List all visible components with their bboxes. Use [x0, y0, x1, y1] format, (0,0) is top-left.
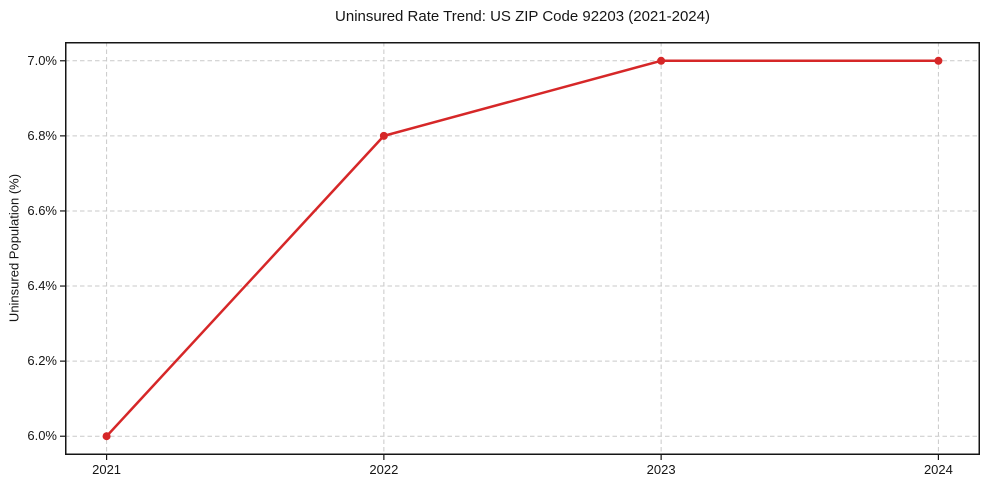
trend-line: [105, 59, 940, 438]
chart-title: Uninsured Rate Trend: US ZIP Code 92203 …: [335, 8, 710, 25]
y-tick-label: 6.0%: [27, 428, 57, 444]
x-tick-label: 2023: [646, 462, 676, 477]
data-point-marker: [657, 56, 666, 65]
plot-border: [65, 42, 980, 455]
y-tick-label: 7.0%: [27, 52, 57, 68]
plot-area: [60, 42, 980, 460]
y-tick-label: 6.4%: [27, 278, 57, 294]
y-tick-label: 6.2%: [27, 353, 57, 369]
x-tick-label: 2024: [923, 462, 953, 477]
data-point-marker: [102, 432, 111, 441]
data-point-marker: [379, 131, 388, 140]
x-tick-label: 2022: [369, 462, 399, 477]
data-point-marker: [934, 56, 943, 65]
y-tick-label: 6.8%: [27, 127, 57, 143]
line-chart-canvas: [60, 42, 980, 460]
y-axis-label: Uninsured Population (%): [6, 173, 22, 323]
x-tick-label: 2021: [92, 462, 122, 477]
y-tick-label: 6.6%: [27, 202, 57, 218]
